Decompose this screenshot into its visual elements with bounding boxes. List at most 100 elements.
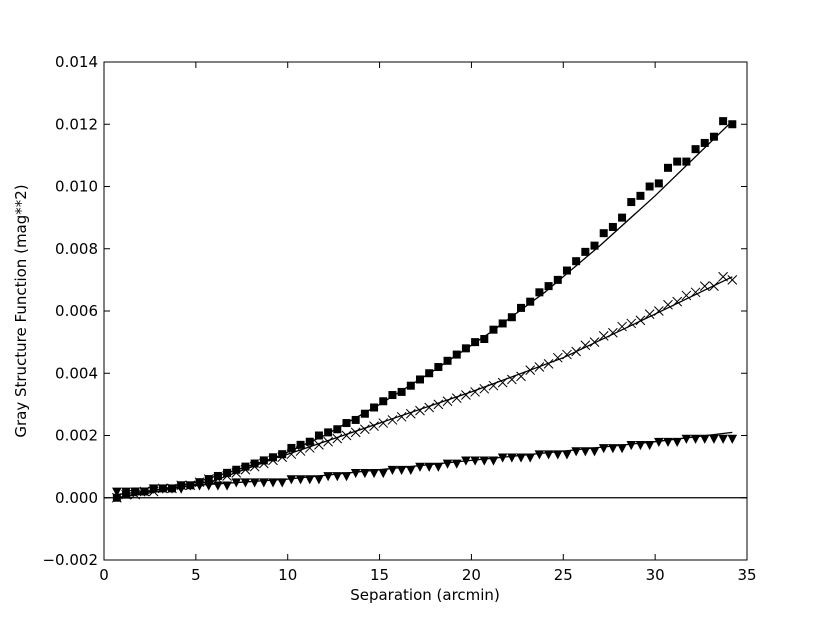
series-3-triangle-point	[516, 453, 526, 463]
series-2-x-point	[580, 340, 591, 351]
series-2-x-point	[488, 380, 499, 391]
series-3-triangle-point	[286, 475, 297, 485]
series-2-x-point	[589, 337, 600, 347]
series-2-x-point	[396, 411, 407, 422]
series-1-square-point	[351, 415, 360, 424]
y-tick-label: 0.010	[55, 178, 98, 196]
series-2-x-point	[387, 415, 398, 425]
series-3-triangle-point	[130, 487, 141, 497]
series-1-square-point	[471, 338, 480, 347]
series-3-triangle-point	[231, 478, 242, 488]
series-3-triangle-point	[461, 456, 471, 466]
series-1-square-point	[259, 456, 268, 465]
y-tick-label: 0.002	[55, 427, 98, 445]
series-3-triangle-point	[378, 469, 389, 479]
series-3-triangle-point	[442, 459, 453, 469]
series-3-triangle-point	[176, 484, 186, 494]
y-tick-label: 0.004	[55, 364, 98, 382]
series-2-x-point	[222, 471, 232, 481]
series-1-square-point	[517, 303, 526, 312]
series-2-x-point	[672, 296, 683, 307]
series-2-x-point	[323, 436, 333, 447]
series-3-triangle-point	[314, 475, 324, 485]
series-2-x-point	[690, 287, 701, 298]
series-3-triangle-point	[112, 487, 122, 497]
x-tick-label: 15	[370, 566, 389, 584]
series-1-square-point	[324, 428, 333, 437]
series-3-triangle-point	[479, 456, 490, 466]
series-1-square-point	[461, 344, 470, 353]
series-2-x-point	[635, 315, 646, 326]
series-1-square-point	[599, 229, 608, 238]
series-1-square-point	[590, 241, 599, 250]
series-1-square-point	[664, 163, 673, 172]
series-3-triangle-point	[415, 462, 425, 472]
series-3-triangle-point	[350, 469, 361, 479]
series-2-x-point	[433, 399, 444, 410]
series-1-square-point	[627, 198, 636, 207]
series-1-square-point	[425, 369, 434, 378]
x-tick-label: 5	[191, 566, 201, 584]
series-1-square-point	[434, 363, 443, 372]
series-3-triangle-point	[167, 484, 177, 494]
series-2-x-point	[525, 365, 536, 375]
series-2-x-point	[663, 299, 673, 310]
series-2-x-point	[534, 362, 545, 372]
series-1-square-point	[553, 275, 562, 284]
series-1-square-point	[498, 319, 507, 328]
series-3-triangle-point	[470, 456, 480, 466]
y-tick-label: 0.014	[55, 53, 98, 71]
series-1-square-point	[388, 391, 397, 400]
series-2-x-point	[516, 371, 526, 382]
series-1-square-point	[618, 213, 627, 222]
series-2-x-point	[286, 449, 297, 460]
series-1-square-point	[296, 440, 305, 449]
series-2-x-point	[506, 374, 517, 385]
series-3-triangle-point	[507, 453, 517, 463]
series-3-triangle-point	[139, 487, 150, 497]
series-2-x-point	[295, 446, 306, 456]
series-1-square-point	[443, 356, 452, 365]
series-2-x-point	[598, 331, 609, 341]
series-2-x-point	[653, 306, 664, 316]
series-1-square-point	[287, 443, 296, 452]
y-tick-label: 0.008	[55, 240, 98, 258]
series-2-x-point	[415, 405, 425, 416]
series-3-triangle-point	[497, 453, 508, 463]
series-1-square-point	[700, 138, 709, 147]
series-3-triangle-point	[690, 434, 701, 444]
y-tick-label: 0.000	[55, 489, 98, 507]
series-3-triangle-point	[369, 469, 379, 479]
x-tick-label: 30	[646, 566, 665, 584]
series-1-square-point	[415, 375, 424, 384]
series-2-x-point	[442, 396, 453, 407]
series-2-x-point	[341, 430, 352, 441]
series-2-x-point	[451, 393, 462, 404]
series-2-x-point	[562, 349, 572, 360]
series-3-triangle-point	[268, 478, 278, 488]
series-2-x-point	[314, 439, 324, 450]
series-3-triangle-point	[681, 434, 692, 444]
series-3-triangle-point	[635, 440, 646, 451]
series-2-x-point	[258, 458, 269, 469]
series-1-square-point	[728, 120, 737, 129]
series-2-x-point	[470, 387, 480, 397]
series-1-square-point	[636, 191, 645, 200]
series-1-square-point	[673, 157, 682, 166]
series-1-square-point	[314, 431, 323, 440]
x-tick-label: 35	[737, 566, 756, 584]
series-3-triangle-point	[451, 459, 462, 469]
x-tick-label: 20	[462, 566, 481, 584]
series-1-square-point	[654, 179, 663, 188]
series-1-square-point	[379, 397, 388, 406]
series-3-triangle-point	[534, 450, 545, 460]
series-2-x-point	[268, 455, 278, 466]
series-3-triangle-point	[617, 444, 627, 454]
series-2-x-point	[718, 271, 728, 282]
series-1-square-point	[709, 132, 718, 141]
series-3-triangle-point	[562, 450, 572, 460]
series-3-triangle-point	[433, 462, 444, 472]
series-2-x-point	[350, 427, 361, 438]
series-1-square-point	[278, 450, 287, 459]
x-tick-label: 0	[99, 566, 109, 584]
